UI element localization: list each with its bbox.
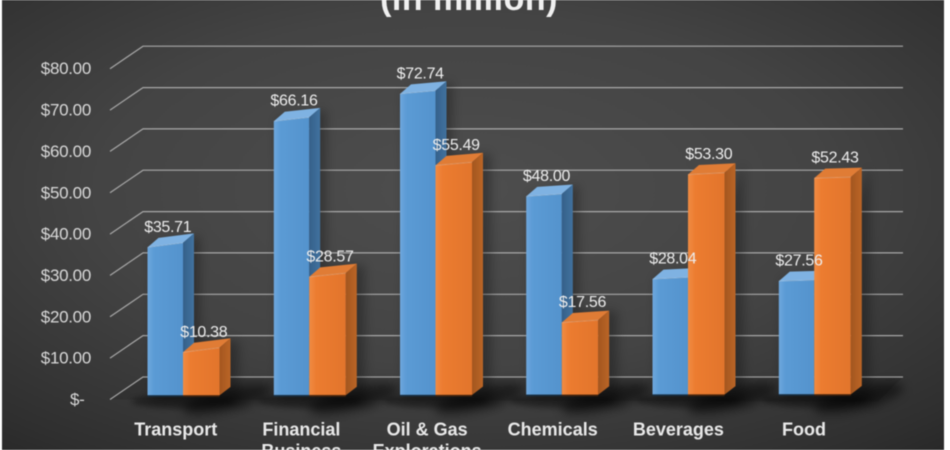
svg-text:$10.00: $10.00	[41, 349, 91, 368]
svg-text:$72.74: $72.74	[397, 65, 445, 82]
svg-text:$53.30: $53.30	[685, 146, 733, 163]
svg-text:$48.00: $48.00	[523, 168, 571, 185]
svg-text:Food: Food	[782, 420, 826, 440]
svg-text:$60.00: $60.00	[41, 142, 91, 161]
svg-text:$55.49: $55.49	[433, 137, 481, 154]
svg-text:$35.71: $35.71	[144, 219, 192, 236]
svg-text:$30.00: $30.00	[41, 266, 91, 285]
svg-text:$10.38: $10.38	[180, 324, 228, 341]
svg-text:$-: $-	[70, 390, 85, 409]
svg-text:Beverages: Beverages	[633, 420, 724, 440]
svg-text:Business: Business	[261, 441, 341, 450]
svg-text:$40.00: $40.00	[41, 225, 91, 244]
svg-text:$20.00: $20.00	[41, 307, 91, 326]
svg-text:Chemicals: Chemicals	[508, 420, 598, 440]
svg-text:$52.43: $52.43	[811, 150, 859, 167]
svg-text:$28.57: $28.57	[306, 248, 354, 265]
svg-text:Oil & Gas: Oil & Gas	[387, 420, 468, 440]
svg-text:$28.04: $28.04	[649, 251, 697, 268]
svg-text:$80.00: $80.00	[41, 59, 91, 78]
svg-text:Transport: Transport	[134, 420, 217, 440]
svg-text:$50.00: $50.00	[41, 183, 91, 202]
svg-text:$66.16: $66.16	[270, 93, 318, 110]
svg-text:Financial: Financial	[262, 420, 340, 440]
svg-text:$27.56: $27.56	[775, 253, 823, 270]
svg-text:$17.56: $17.56	[559, 294, 607, 311]
svg-text:Explorations: Explorations	[373, 441, 482, 450]
svg-text:$70.00: $70.00	[41, 101, 91, 120]
svg-text:(in million): (in million)	[380, 0, 558, 18]
